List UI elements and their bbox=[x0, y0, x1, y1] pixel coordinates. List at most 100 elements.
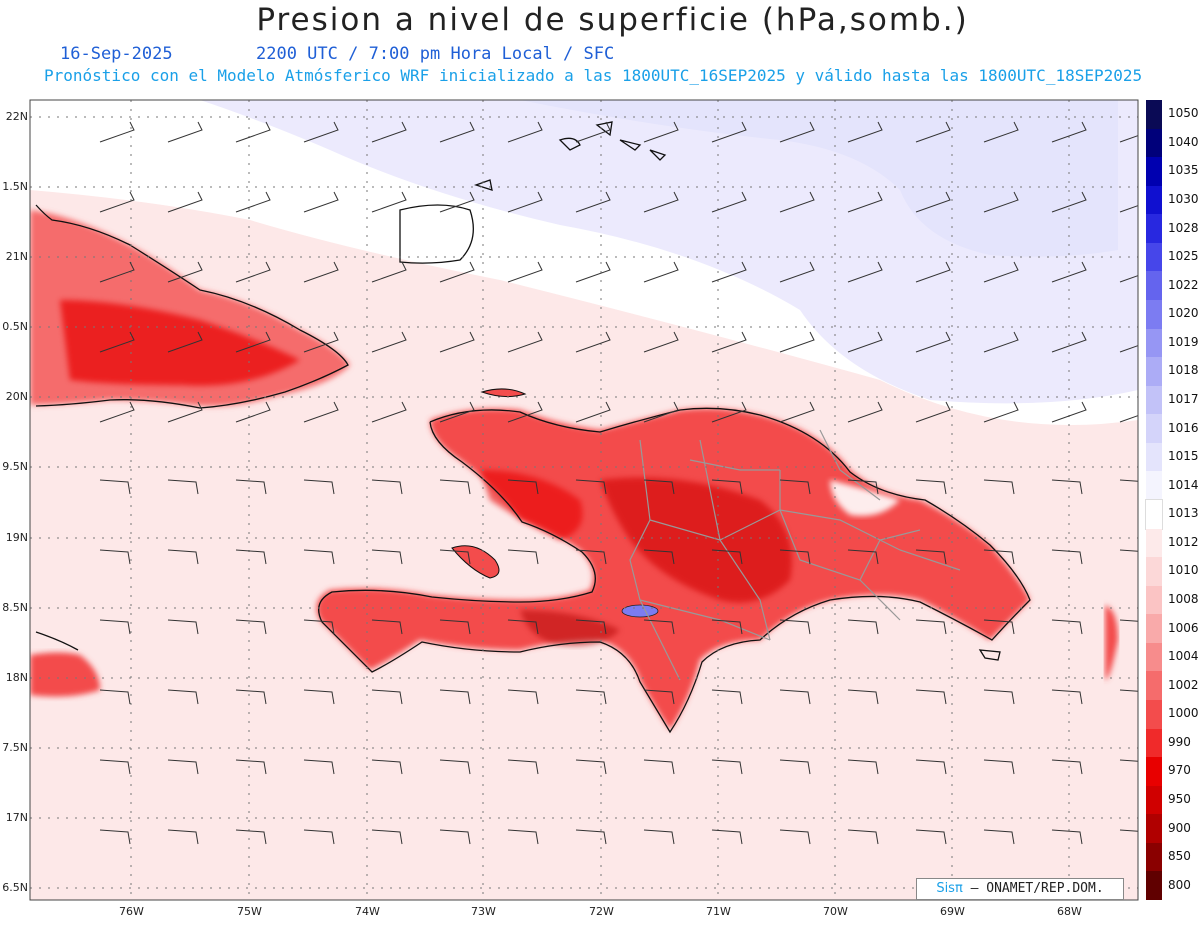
wind-barb bbox=[915, 331, 951, 353]
wind-barb bbox=[371, 191, 407, 213]
credit-box: Sisπ – ONAMET/REP.DOM. bbox=[916, 878, 1124, 900]
wind-barb bbox=[167, 191, 203, 213]
wind-barb bbox=[575, 829, 607, 845]
credit-text: – ONAMET/REP.DOM. bbox=[970, 881, 1104, 896]
wind-barb bbox=[303, 261, 339, 283]
wind-barb bbox=[983, 759, 1015, 775]
colorbar-label: 1006 bbox=[1168, 620, 1199, 635]
wind-barb bbox=[371, 759, 403, 775]
colorbar-swatch bbox=[1146, 585, 1162, 615]
colorbar-swatch bbox=[1146, 871, 1162, 901]
wind-barb bbox=[303, 401, 339, 423]
wind-barb bbox=[847, 619, 879, 635]
colorbar-swatch bbox=[1146, 557, 1162, 587]
wind-barb bbox=[1119, 479, 1138, 482]
wind-barb bbox=[235, 549, 267, 565]
wind-barb bbox=[167, 401, 203, 423]
wind-barb bbox=[915, 619, 947, 635]
wind-barb bbox=[643, 121, 679, 143]
wind-barb bbox=[847, 121, 883, 143]
wind-barb bbox=[439, 261, 475, 283]
wind-barb bbox=[167, 619, 199, 635]
lat-label: 20N bbox=[5, 390, 28, 403]
colorbar-swatch bbox=[1146, 185, 1162, 215]
colorbar-swatch bbox=[1146, 842, 1162, 872]
colorbar-label: 950 bbox=[1168, 792, 1191, 806]
colorbar-label: 1008 bbox=[1168, 592, 1199, 606]
colorbar-swatch bbox=[1146, 100, 1162, 130]
colorbar-swatch bbox=[1146, 785, 1162, 815]
wind-barb bbox=[235, 689, 267, 705]
wind-barb bbox=[439, 121, 475, 143]
wind-barb bbox=[779, 549, 811, 565]
wind-barb bbox=[371, 121, 407, 143]
wind-barb bbox=[99, 619, 131, 635]
colorbar-label: 800 bbox=[1168, 877, 1191, 892]
wind-barb bbox=[1051, 759, 1083, 775]
wind-barb bbox=[1051, 549, 1083, 565]
lat-label: 21N bbox=[5, 250, 28, 263]
wind-barb bbox=[915, 401, 951, 423]
wind-barb bbox=[575, 689, 607, 705]
wind-barb bbox=[983, 829, 1015, 845]
wind-barb bbox=[1051, 479, 1083, 495]
colorbar-label: 1014 bbox=[1168, 477, 1199, 492]
colorbar-swatch bbox=[1146, 300, 1162, 330]
wind-barb bbox=[575, 759, 607, 775]
wind-barb bbox=[439, 619, 471, 635]
wind-barb bbox=[99, 689, 131, 705]
colorbar-label: 1030 bbox=[1168, 192, 1199, 206]
wind-barb bbox=[779, 191, 815, 213]
wind-barb bbox=[303, 689, 335, 705]
wind-barb bbox=[439, 689, 471, 705]
wind-barb bbox=[439, 401, 475, 423]
wind-barb bbox=[575, 619, 607, 635]
wind-barb bbox=[643, 549, 675, 565]
colorbar-label: 970 bbox=[1168, 763, 1191, 778]
colorbar-swatch bbox=[1146, 214, 1162, 244]
lon-label: 74W bbox=[355, 905, 380, 918]
colorbar-label: 1013 bbox=[1168, 506, 1199, 521]
wind-barb bbox=[1119, 549, 1138, 552]
wind-barb bbox=[371, 689, 403, 705]
wind-barb bbox=[575, 261, 611, 283]
wind-barb bbox=[99, 829, 131, 845]
colorbar-label: 1004 bbox=[1168, 649, 1199, 664]
wind-barb bbox=[303, 759, 335, 775]
wind-barb bbox=[235, 479, 267, 495]
wind-barb bbox=[779, 689, 811, 705]
wind-barb bbox=[643, 479, 675, 495]
wind-barb bbox=[643, 191, 679, 213]
colorbar-swatch bbox=[1146, 128, 1162, 158]
wind-barb bbox=[1119, 135, 1138, 143]
wind-barb bbox=[847, 261, 883, 283]
wind-barb bbox=[303, 479, 335, 495]
gonave-island bbox=[451, 545, 500, 579]
wind-barb bbox=[983, 191, 1019, 213]
wind-barb bbox=[1119, 275, 1138, 283]
wind-barb bbox=[303, 191, 339, 213]
wind-barb bbox=[371, 619, 403, 635]
colorbar-swatch bbox=[1146, 442, 1162, 472]
wind-barb bbox=[711, 689, 743, 705]
lat-label: 9.5N bbox=[2, 460, 28, 473]
wind-barb bbox=[371, 261, 407, 283]
wind-barb bbox=[1119, 205, 1138, 213]
wind-barb bbox=[915, 549, 947, 565]
wind-barb bbox=[235, 829, 267, 845]
wind-barb bbox=[99, 191, 135, 213]
colorbar-label: 1016 bbox=[1168, 420, 1199, 435]
wind-barb bbox=[167, 331, 203, 353]
lon-label: 69W bbox=[940, 905, 965, 918]
colorbar-swatch bbox=[1146, 671, 1162, 701]
chart-title: Presion a nivel de superficie (hPa,somb.… bbox=[256, 2, 969, 38]
colorbar-swatch bbox=[1146, 700, 1162, 730]
wind-barb bbox=[847, 479, 879, 495]
wind-barb bbox=[711, 401, 747, 423]
tortuga-island bbox=[480, 388, 527, 398]
colorbar-swatch bbox=[1146, 642, 1162, 672]
wind-barb bbox=[847, 829, 879, 845]
wind-barb bbox=[507, 191, 543, 213]
lat-label: 7.5N bbox=[2, 741, 28, 754]
wind-barb bbox=[915, 191, 951, 213]
